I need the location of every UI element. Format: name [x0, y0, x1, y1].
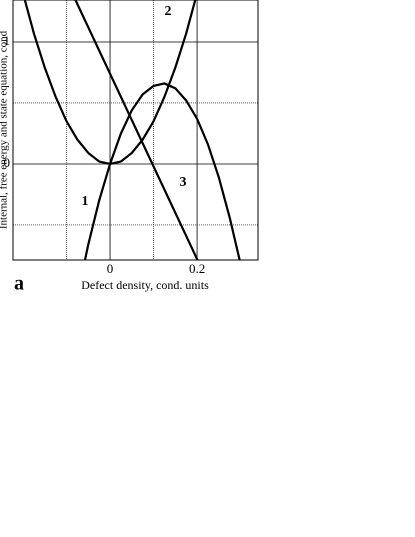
curve-label: 3: [180, 175, 187, 190]
plot-area: [23, 0, 241, 260]
curve: [83, 82, 241, 260]
x-axis-label: Defect density, cond. units: [81, 278, 209, 292]
y-tick-label: 1: [4, 33, 11, 48]
plot-frame: [12, 0, 259, 261]
panel-label: a: [14, 273, 24, 295]
y-tick-label: 0: [4, 155, 11, 170]
x-tick-label: 0: [107, 261, 114, 276]
x-tick-label: 0.2: [189, 261, 205, 276]
y-axis-label: Internal, free energy and state equation…: [0, 30, 10, 229]
curve: [23, 0, 197, 166]
curve: [74, 0, 199, 260]
curve-label: 2: [165, 4, 172, 19]
curve-label: 1: [82, 194, 89, 209]
